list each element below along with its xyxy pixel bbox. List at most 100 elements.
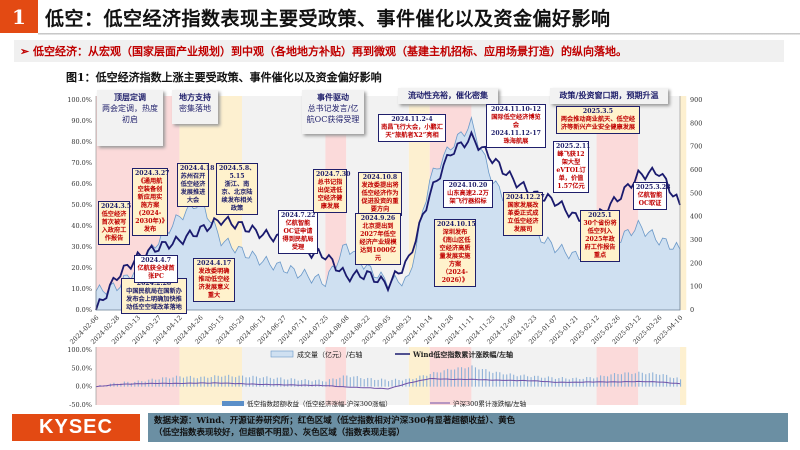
phase-body: 两会定调，热度初启	[102, 104, 158, 124]
axis-tick-label: 0.0%	[75, 383, 92, 391]
axis-tick-label: 700	[690, 143, 702, 151]
annotation-date: 2024.9.26	[360, 215, 396, 222]
annotation-text: 亿航智能OC证申请得到民航局受理	[282, 220, 314, 251]
annotation-2024-10-20: 2024.10.20 山东高速2.2万架飞行器招标	[443, 180, 493, 208]
annotation-2024-10-8: 2024.10.8 发改委提出将低空经济作为促进投资的重要方向	[358, 172, 402, 216]
annotation-2024-4-18: 2024.4.18 苏州召开低空经济发展推进大会	[177, 163, 214, 207]
axis-tick-label: 100.0%	[67, 346, 92, 354]
annotation-date: 2024.11.10-12	[491, 106, 541, 113]
annotation-date: 2024.10.8	[362, 174, 398, 181]
legend-volume: 成交量（亿元）/右轴	[297, 350, 362, 359]
annotation-date: 2024.11.2-4	[391, 116, 433, 123]
annotation-text: 山东高速2.2万架飞行器招标	[447, 190, 489, 205]
annotation-text: 发改委提出将低空经济作为促进投资的重要方向	[361, 182, 399, 213]
page-title: 低空：低空经济指数表现主要受政策、事件催化以及资金偏好影响	[45, 8, 611, 30]
annotation-date: 2024.7.22	[281, 212, 316, 219]
annotation-text: 发改委明确推动低空经济发展意义重大	[198, 268, 230, 299]
annotation-date: 2024.12.27	[506, 194, 545, 201]
annotation-date: 2024.11.12-17	[491, 130, 541, 137]
annotation-2024-9-26: 2024.9.26 北京提出到2027年低空经济产业规模达到1000亿元	[355, 213, 401, 265]
annotation-text: 峰飞获12架大型eVTOL订单，价值1.57亿元	[556, 151, 586, 190]
kysec-logo: KYSEC	[12, 414, 140, 441]
axis-tick-label: 500	[690, 189, 702, 197]
phase-box-4: 流动性充裕，催化密集	[398, 88, 498, 104]
annotation-2024-4-7: 2024.4.7 亿航获全球首张PC	[134, 255, 178, 283]
axis-tick-label: 0.0%	[75, 306, 92, 314]
legend-hs300: 沪深300累计涨跌幅/左轴	[453, 399, 527, 408]
annotation-text: 亿航获全球首张PC	[137, 265, 175, 280]
annotation-2024-2-28: 2024.2.28 中国民航局在国新办发布会上明确加快推动低空空域改革落地	[121, 278, 187, 314]
header-divider	[38, 33, 800, 35]
annotation-text: 国家发展改革委正式成立低空经济发展司	[507, 202, 539, 233]
annotation-text: 30个省份将低空列入2025年政府工作报告重点	[583, 220, 617, 259]
axis-tick-label: 800	[690, 119, 702, 127]
section-number: 1	[0, 0, 38, 33]
phase-box-1: 顶层定调两会定调，热度初启	[97, 90, 163, 146]
annotation-text: 北京提出到2027年低空经济产业规模达到1000亿元	[359, 223, 397, 262]
annotation-date: 2024.2.28	[136, 280, 172, 287]
phase-box-3: 事件驱动 总书记发言/亿航OC获得受理	[302, 90, 364, 134]
annotation-date: 2024.7.30	[316, 171, 351, 178]
annotation-text: 总书记指出促进低空经济健康发展	[317, 179, 343, 210]
annotation-date: 2024.4.17	[196, 260, 232, 267]
axis-tick-label: 80.0%	[71, 138, 92, 146]
legend-index: Wind低空指数累计涨跌幅/左轴	[412, 350, 513, 359]
annotation-date: 2025.2.11	[556, 143, 591, 150]
phase-body: 总书记发言/亿航OC获得受理	[306, 104, 360, 124]
axis-tick-label: 70.0%	[71, 159, 92, 167]
annotation-text: 苏州召开低空经济发展推进大会	[180, 173, 206, 204]
annotation-text: 中国民航局在国新办发布会上明确加快推动低空空域改革落地	[126, 288, 182, 311]
axis-tick-label: 0	[690, 306, 694, 314]
annotation-date: 2024.3.27	[135, 170, 170, 177]
summary-bullet: ➢ 低空经济：从宏观（国家层面产业规划）到中观（各地地方补贴）再到微观（基建主机…	[14, 40, 784, 62]
axis-tick-label: 100.0%	[67, 96, 92, 104]
annotation-date: 2024.4.7	[140, 257, 172, 264]
annotation-2025-2-11: 2025.2.11 峰飞获12架大型eVTOL订单，价值1.57亿元	[553, 141, 591, 193]
annotation-date: 2024.10.20	[448, 182, 488, 189]
annotation-text: 国际低空经济博览会	[491, 114, 541, 129]
phase-box-2: 地方支持 密集落地	[172, 90, 218, 124]
annotation-date: 2025.1	[588, 212, 612, 219]
annotation-date: 2024.10.15	[437, 221, 476, 228]
source-line-1: 数据来源：Wind、开源证券研究所；红色区域（低空指数相对沪深300有显著超额收…	[154, 416, 516, 426]
annotation-text: 深圳发布《南山区低空经济高质量发展实施方案（2024-2026）》	[439, 229, 471, 284]
annotation-text: 南昌飞行大会，小鹏汇天“旅航者X2”亮相	[381, 124, 443, 139]
axis-tick-label: 90.0%	[71, 117, 92, 125]
axis-tick-label: 100	[690, 283, 702, 291]
axis-tick-label: 20.0%	[71, 264, 92, 272]
annotation-date: 2025.3.28	[636, 184, 671, 191]
axis-tick-label: 10.0%	[71, 285, 92, 293]
annotation-date: 2024.5.8、5.15	[219, 165, 256, 180]
data-source-note: 数据来源：Wind、开源证券研究所；红色区域（低空指数相对沪深300有显著超额收…	[148, 413, 788, 442]
phase-box-5: 政策/投资窗口期，预期升温	[550, 88, 668, 104]
axis-tick-label: 400	[690, 213, 702, 221]
phase-title: 政策/投资窗口期，预期升温	[559, 90, 659, 100]
axis-tick-label: 900	[690, 96, 702, 104]
annotation-2025-3-28: 2025.3.28 亿航智能OC取证	[633, 182, 671, 210]
source-line-2: （低空指数表现较好，但超额不明显）、灰色区域（指数表现走弱）	[154, 428, 405, 438]
annotation-2024-3-27: 2024.3.27 《通用航空装备创新应用实施方案(2024-2030年)》发布	[132, 168, 170, 236]
annotation-text: 珠海航展	[503, 138, 529, 145]
annotation-text: 两会推动商业航天、低空经济等新兴产业安全健康发展	[560, 116, 636, 131]
annotation-2025-1: 2025.1 30个省份将低空列入2025年政府工作报告重点	[580, 210, 620, 262]
axis-tick-label: 50.0%	[71, 201, 92, 209]
annotation-text: 亿航智能OC取证	[637, 192, 663, 207]
annotation-date: 2024.3.5	[101, 203, 132, 210]
annotation-2024-5-8: 2024.5.8、5.15 浙江、南京、北京陆续发布相关政策	[216, 163, 258, 215]
axis-tick-label: 50.0%	[71, 364, 92, 372]
annotation-2024-11-10: 2024.11.10-12 国际低空经济博览会 2024.11.12-17 珠海航展	[486, 104, 546, 148]
annotation-2024-4-17: 2024.4.17 发改委明确推动低空经济发展意义重大	[193, 258, 235, 302]
annotation-2024-7-30: 2024.7.30 总书记指出促进低空经济健康发展	[313, 169, 351, 213]
phase-body: 密集落地	[179, 104, 211, 113]
figure-title: 图1：低空经济指数上涨主要受政策、事件催化以及资金偏好影响	[66, 71, 382, 84]
axis-tick-label: -50.0%	[69, 401, 92, 409]
axis-tick-label: 30.0%	[71, 243, 92, 251]
annotation-2024-3-5: 2024.3.5 低空经济首次被写入政府工作报告	[98, 201, 132, 245]
phase-title: 流动性充裕，催化密集	[408, 90, 488, 100]
annotation-2025-3-5: 2025.3.5 两会推动商业航天、低空经济等新兴产业安全健康发展	[556, 106, 640, 134]
annotation-text: 浙江、南京、北京陆续发布相关政策	[221, 181, 253, 212]
annotation-2024-12-27: 2024.12.27 国家发展改革委正式成立低空经济发展司	[503, 192, 545, 236]
phase-title: 地方支持	[179, 92, 211, 102]
phase-title: 顶层定调	[114, 92, 146, 102]
